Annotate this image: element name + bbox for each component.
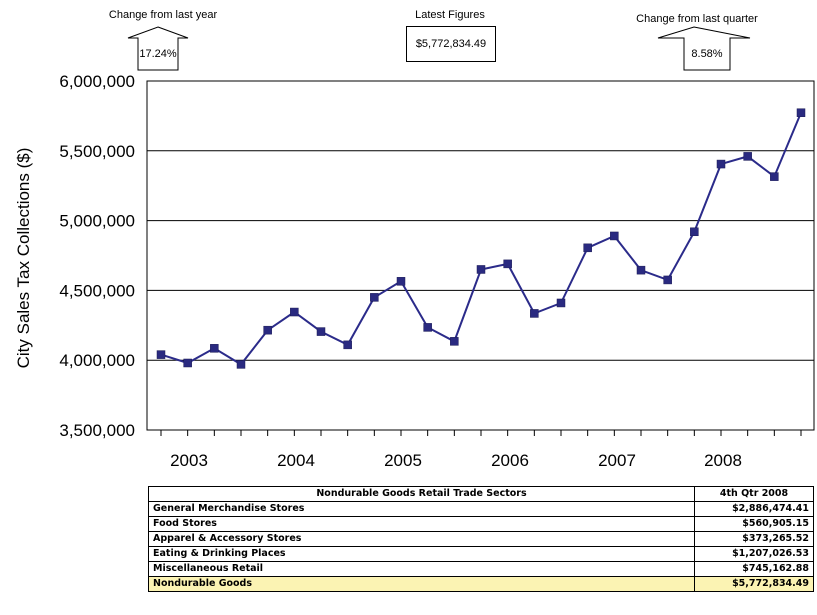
plot-area <box>146 80 815 431</box>
data-point <box>796 108 806 117</box>
x-tick-label: 2005 <box>384 451 422 470</box>
data-point <box>476 265 486 274</box>
data-point <box>370 293 379 302</box>
x-tick-label: 2008 <box>704 451 742 470</box>
data-point <box>583 243 592 253</box>
arrow-up-icon <box>657 26 751 71</box>
table-row: Food Stores $560,905.15 <box>148 516 814 532</box>
qoq-label: Change from last quarter <box>636 13 758 25</box>
sector-value: $2,886,474.41 <box>694 501 814 517</box>
yoy-value: 17.24% <box>139 48 177 60</box>
table-header-row: Nondurable Goods Retail Trade Sectors 4t… <box>148 486 814 502</box>
y-tick-label: 6,000,000 <box>59 72 135 91</box>
arrow-up-icon <box>127 26 189 71</box>
line-chart: 3,500,000 4,000,000 4,500,000 5,000,000 5,50… <box>14 26 815 470</box>
y-tick-label: 4,500,000 <box>59 281 135 300</box>
table-header-sector: Nondurable Goods Retail Trade Sectors <box>148 486 695 502</box>
data-point <box>636 265 646 275</box>
table-row: Miscellaneous Retail $745,162.88 <box>148 561 814 577</box>
y-axis-title: City Sales Tax Collections ($) <box>14 148 33 369</box>
data-point <box>743 152 752 161</box>
table-header-period: 4th Qtr 2008 <box>694 486 814 502</box>
sector-value: $373,265.52 <box>694 531 814 547</box>
y-tick-label: 5,500,000 <box>59 142 135 161</box>
table-row: Eating & Drinking Places $1,207,026.53 <box>148 546 814 562</box>
x-tick-label: 2007 <box>598 451 636 470</box>
x-tick-label: 2003 <box>170 451 208 470</box>
sector-value: $745,162.88 <box>694 561 814 577</box>
x-tick-label: 2006 <box>491 451 529 470</box>
sector-name: Eating & Drinking Places <box>148 546 695 562</box>
sector-name: Miscellaneous Retail <box>148 561 695 577</box>
table-row: Apparel & Accessory Stores $373,265.52 <box>148 531 814 547</box>
data-point <box>556 298 566 308</box>
data-point <box>156 350 166 359</box>
yoy-label: Change from last year <box>108 9 218 21</box>
table-row: General Merchandise Stores $2,886,474.41 <box>148 501 814 517</box>
data-point <box>716 159 726 169</box>
data-point <box>503 259 512 269</box>
y-tick-label: 3,500,000 <box>59 421 135 440</box>
data-point <box>530 309 539 318</box>
data-point <box>423 323 432 332</box>
data-point <box>263 325 272 335</box>
data-point <box>663 275 672 285</box>
latest-value: $5,772,834.49 <box>406 26 496 62</box>
data-point <box>290 307 299 317</box>
data-point <box>396 277 406 286</box>
data-point <box>343 340 352 350</box>
total-value: $5,772,834.49 <box>694 576 814 592</box>
x-tick-label: 2004 <box>277 451 315 470</box>
y-tick-label: 4,000,000 <box>59 351 135 370</box>
qoq-value: 8.58% <box>691 48 723 60</box>
sector-value: $560,905.15 <box>694 516 814 532</box>
data-point <box>690 227 699 237</box>
latest-label: Latest Figures <box>415 9 485 21</box>
data-point <box>210 344 219 353</box>
data-point <box>770 172 779 181</box>
sector-name: Apparel & Accessory Stores <box>148 531 695 547</box>
sector-name: Food Stores <box>148 516 695 532</box>
data-point <box>450 337 459 346</box>
data-point <box>610 231 619 241</box>
data-point <box>316 327 326 336</box>
sector-name: General Merchandise Stores <box>148 501 695 517</box>
table-total-row: Nondurable Goods $5,772,834.49 <box>148 576 814 592</box>
sector-table: Nondurable Goods Retail Trade Sectors 4t… <box>148 486 814 592</box>
sector-value: $1,207,026.53 <box>694 546 814 562</box>
total-name: Nondurable Goods <box>148 576 695 592</box>
data-point <box>236 360 246 369</box>
y-tick-label: 5,000,000 <box>59 212 135 231</box>
data-point <box>183 358 192 368</box>
